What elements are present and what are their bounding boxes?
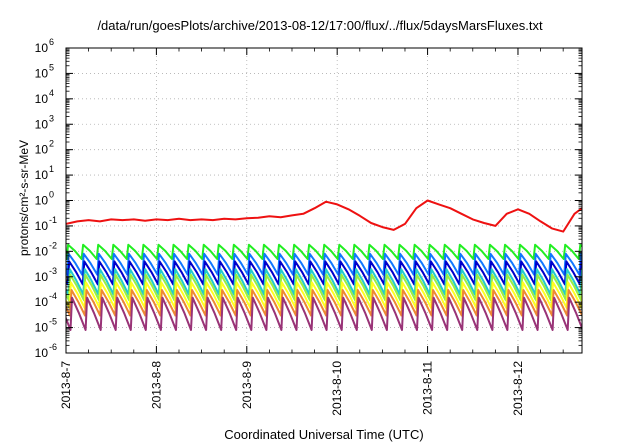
y-tick-label-exponent: -6 <box>49 342 57 352</box>
series-line <box>66 281 582 309</box>
y-tick-label-exponent: 6 <box>49 37 54 47</box>
y-tick-label-exponent: -2 <box>49 240 57 250</box>
y-tick-label-exponent: 3 <box>49 113 54 123</box>
y-tick-label: 10 <box>35 194 49 208</box>
series-line <box>66 296 582 331</box>
x-tick-label: 2013-8-8 <box>149 361 163 409</box>
y-tick-label: 10 <box>35 321 49 335</box>
series-line <box>66 199 582 233</box>
y-tick-label: 10 <box>35 244 49 258</box>
y-tick-label-exponent: 1 <box>49 164 54 174</box>
y-tick-label-exponent: -3 <box>49 266 57 276</box>
y-tick-label: 10 <box>35 117 49 131</box>
x-tick-label: 2013-8-10 <box>330 361 344 416</box>
x-tick-label: 2013-8-7 <box>59 361 73 409</box>
y-tick-label: 10 <box>35 219 49 233</box>
y-tick-label: 10 <box>35 92 49 106</box>
y-tick-label: 10 <box>35 295 49 309</box>
x-tick-label: 2013-8-11 <box>421 361 435 415</box>
axis-layer: 10 -610 -510 -410 -310 -210 -110 010 110 210 310 41… <box>35 37 583 416</box>
y-tick-label: 10 <box>35 346 49 360</box>
y-tick-label-exponent: 0 <box>49 190 54 200</box>
x-axis-title: Coordinated Universal Time (UTC) <box>224 427 424 442</box>
y-tick-label: 10 <box>35 168 49 182</box>
y-tick-label: 10 <box>35 41 49 55</box>
y-tick-label: 10 <box>35 143 49 157</box>
y-tick-label-exponent: -1 <box>49 215 57 225</box>
y-tick-label: 10 <box>35 270 49 284</box>
series-line <box>66 289 582 317</box>
series-line <box>66 260 582 286</box>
plot-frame <box>65 47 583 354</box>
y-tick-label-exponent: 5 <box>49 62 54 72</box>
chart-title: /data/run/goesPlots/archive/2013-08-12/1… <box>97 18 543 33</box>
y-tick-label-exponent: 4 <box>49 88 54 98</box>
y-tick-label-exponent: 2 <box>49 139 54 149</box>
x-tick-label: 2013-8-9 <box>240 361 254 409</box>
x-tick-label: 2013-8-12 <box>511 361 525 416</box>
y-tick-label-exponent: -4 <box>49 291 57 301</box>
series-line <box>66 252 582 276</box>
series-line <box>66 243 582 260</box>
series-layer <box>66 199 582 331</box>
y-tick-label: 10 <box>35 66 49 80</box>
y-tick-label-exponent: -5 <box>49 317 57 327</box>
